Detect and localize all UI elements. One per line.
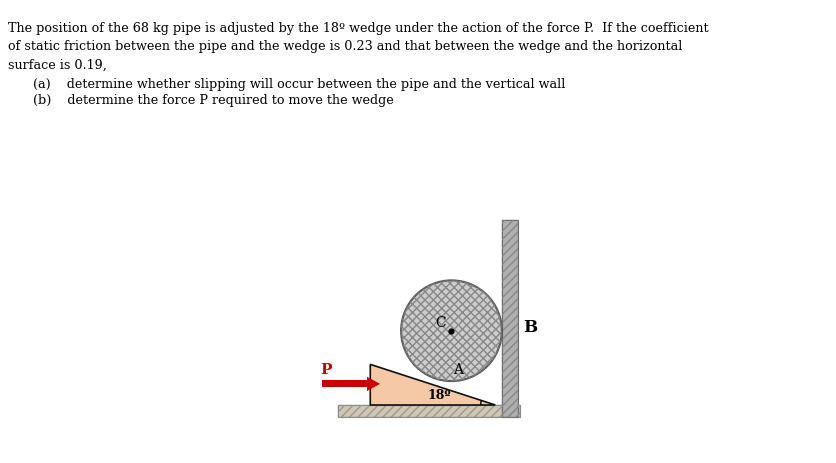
- Text: of static friction between the pipe and the wedge is 0.23 and that between the w: of static friction between the pipe and …: [8, 40, 681, 53]
- Polygon shape: [338, 405, 519, 418]
- Polygon shape: [321, 381, 367, 388]
- Text: A: A: [452, 362, 462, 376]
- Text: C: C: [435, 315, 446, 329]
- Text: (a)    determine whether slipping will occur between the pipe and the vertical w: (a) determine whether slipping will occu…: [33, 78, 564, 91]
- Text: 18º: 18º: [426, 388, 451, 401]
- Circle shape: [400, 281, 502, 381]
- Polygon shape: [370, 364, 495, 405]
- Text: P: P: [319, 363, 331, 377]
- Polygon shape: [502, 220, 517, 418]
- Text: The position of the 68 kg pipe is adjusted by the 18º wedge under the action of : The position of the 68 kg pipe is adjust…: [8, 22, 708, 35]
- Text: (b)    determine the force P required to move the wedge: (b) determine the force P required to mo…: [33, 94, 393, 107]
- Text: B: B: [522, 318, 537, 335]
- Polygon shape: [367, 377, 380, 391]
- Text: surface is 0.19,: surface is 0.19,: [8, 59, 107, 72]
